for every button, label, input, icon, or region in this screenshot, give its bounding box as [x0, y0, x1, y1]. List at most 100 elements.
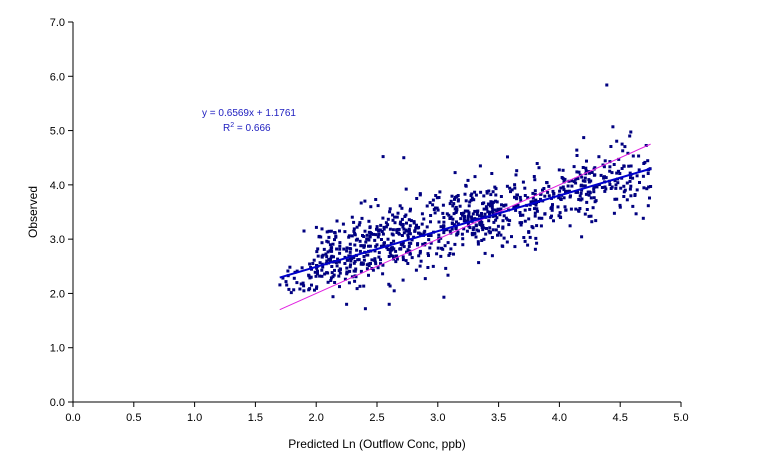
data-point — [301, 281, 305, 285]
data-point — [362, 235, 366, 238]
data-point — [482, 201, 486, 205]
data-point — [375, 243, 379, 247]
data-point — [391, 213, 395, 217]
data-point — [391, 254, 395, 258]
data-point — [349, 259, 353, 263]
data-point — [501, 244, 505, 248]
data-point — [331, 295, 335, 299]
data-point — [420, 222, 424, 226]
data-point — [514, 204, 518, 208]
data-point — [358, 239, 362, 243]
data-point — [309, 275, 313, 279]
data-point — [341, 222, 345, 226]
data-point — [327, 229, 331, 233]
data-point — [464, 209, 468, 213]
data-point — [641, 216, 645, 220]
data-point — [515, 193, 519, 197]
x-tick-label: 4.0 — [552, 412, 567, 424]
data-point — [343, 262, 347, 265]
data-point — [473, 190, 477, 194]
data-point — [585, 200, 589, 204]
data-point — [298, 287, 302, 291]
data-point — [414, 226, 418, 230]
data-point — [501, 226, 505, 230]
data-point — [513, 183, 517, 187]
data-point — [364, 240, 368, 244]
y-axis-title: Observed — [26, 186, 40, 238]
data-point — [418, 264, 422, 268]
data-point — [486, 202, 490, 206]
data-point — [312, 258, 316, 262]
data-point — [490, 254, 494, 258]
data-point — [381, 232, 385, 236]
data-point — [453, 195, 457, 199]
data-point — [537, 166, 541, 170]
data-point — [408, 209, 412, 213]
data-point — [295, 269, 299, 273]
data-point — [444, 266, 448, 270]
x-tick-label: 1.5 — [248, 412, 263, 424]
data-point — [371, 232, 375, 236]
data-point — [552, 219, 555, 223]
data-point — [396, 211, 400, 215]
data-point — [302, 229, 306, 233]
data-point — [443, 244, 447, 248]
data-point — [552, 192, 556, 196]
y-tick-label: 3.0 — [50, 234, 65, 246]
data-point — [604, 187, 608, 191]
data-point — [326, 240, 330, 244]
data-point — [331, 275, 335, 279]
data-point — [467, 211, 471, 215]
data-point — [514, 196, 518, 200]
data-point — [406, 249, 410, 253]
data-point — [551, 203, 554, 207]
data-point — [358, 249, 362, 253]
x-tick-label: 4.5 — [613, 412, 628, 424]
data-point — [584, 169, 588, 173]
data-point — [619, 186, 623, 190]
data-point — [504, 203, 508, 207]
data-point — [531, 196, 535, 200]
data-point — [425, 225, 429, 229]
data-point — [453, 171, 457, 175]
data-point — [498, 213, 502, 217]
data-point — [374, 198, 378, 201]
data-point — [491, 200, 495, 204]
data-point — [470, 215, 473, 219]
data-point — [327, 258, 331, 262]
data-point — [382, 225, 386, 229]
data-point — [446, 273, 450, 277]
data-point — [361, 262, 365, 266]
data-point — [594, 199, 598, 203]
data-point — [646, 172, 650, 175]
data-point — [388, 251, 392, 255]
data-point — [347, 281, 351, 285]
data-point — [456, 230, 460, 234]
data-point — [533, 192, 537, 196]
data-point — [388, 227, 392, 231]
data-point — [469, 198, 473, 202]
data-point — [390, 232, 394, 236]
data-point — [470, 218, 474, 222]
data-point — [646, 204, 650, 208]
data-point — [427, 238, 431, 242]
data-point — [502, 214, 506, 218]
data-point — [449, 215, 453, 219]
data-point — [590, 220, 594, 224]
data-point — [506, 218, 510, 222]
data-point — [385, 246, 389, 250]
data-point — [337, 274, 341, 278]
data-point — [326, 280, 330, 284]
data-point — [561, 185, 565, 189]
data-point — [585, 159, 588, 163]
data-point — [592, 190, 596, 194]
data-point — [620, 142, 624, 146]
data-point — [329, 247, 333, 251]
data-point — [617, 157, 621, 161]
data-point — [412, 235, 416, 239]
data-point — [496, 233, 499, 237]
data-point — [352, 229, 356, 233]
data-point — [450, 221, 454, 225]
data-point — [358, 284, 362, 288]
data-point — [432, 208, 436, 211]
